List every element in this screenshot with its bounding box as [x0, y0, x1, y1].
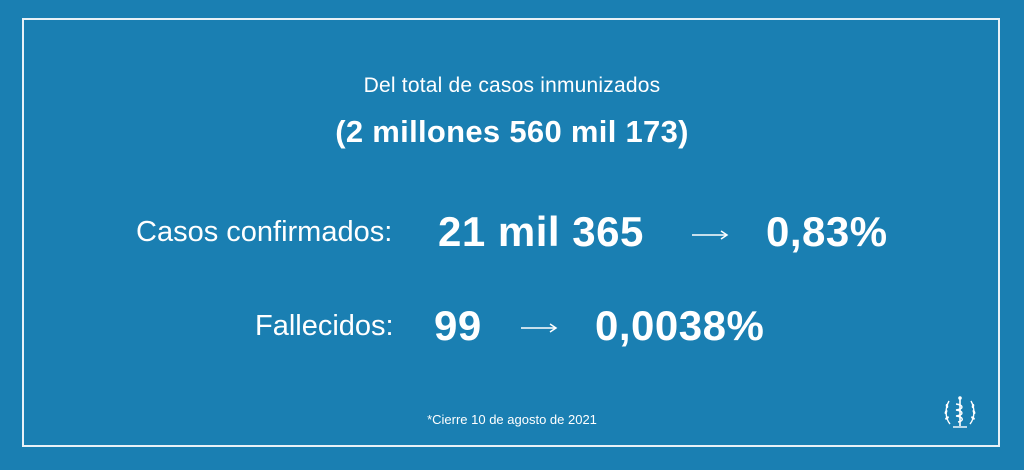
confirmed-cases-label: Casos confirmados:	[136, 216, 393, 248]
confirmed-cases-count: 21 mil 365	[438, 208, 644, 255]
confirmed-cases-percent: 0,83%	[766, 208, 888, 255]
total-immunized: (2 millones 560 mil 173)	[335, 114, 689, 149]
footnote: *Cierre 10 de agosto de 2021	[427, 412, 597, 427]
medical-emblem-icon	[940, 392, 980, 432]
right-arrow-icon	[692, 229, 730, 243]
right-arrow-icon	[521, 322, 559, 336]
deaths-count: 99	[434, 302, 482, 349]
content-frame	[22, 18, 1000, 447]
deaths-label: Fallecidos:	[255, 310, 394, 342]
subtitle: Del total de casos inmunizados	[363, 74, 661, 97]
deaths-percent: 0,0038%	[595, 302, 765, 349]
